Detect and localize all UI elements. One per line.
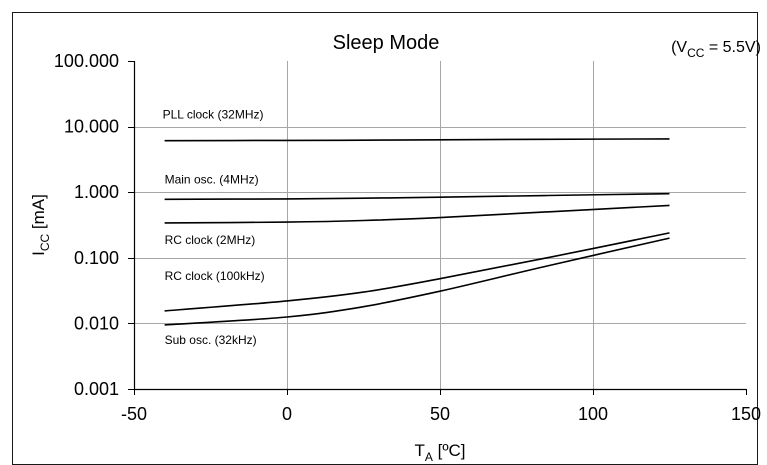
x-axis-label: TA [ºC]: [414, 441, 465, 464]
x-tick-label: 100: [578, 404, 608, 424]
x-tick-label: -50: [121, 404, 147, 424]
series-line: [164, 232, 670, 312]
series-label: Main osc. (4MHz): [165, 172, 259, 186]
y-tick-label: 0.001: [74, 379, 119, 399]
series-line: [164, 192, 670, 201]
series-label: RC clock (100kHz): [165, 269, 265, 283]
y-tick-label: 1.000: [74, 182, 119, 202]
y-tick-labels: 0.001 0.010 0.100 1.000 10.000 100.000: [54, 51, 119, 399]
plot-area: PLL clock (32MHz) Main osc. (4MHz) RC cloc…: [54, 51, 761, 424]
y-tick-label: 0.100: [74, 248, 119, 268]
y-tick-label: 0.010: [74, 313, 119, 333]
x-tick-labels: -50 0 50 100 150: [121, 404, 761, 424]
series-line: [164, 237, 670, 326]
x-tick-label: 150: [731, 404, 761, 424]
series-label: Sub osc. (32kHz): [165, 333, 257, 347]
series-line: [164, 138, 670, 142]
gridlines: [134, 61, 746, 389]
x-tick-label: 50: [430, 404, 450, 424]
condition-label: (VCC = 5.5V): [671, 39, 761, 60]
series-label: PLL clock (32MHz): [163, 108, 264, 122]
chart-title: Sleep Mode: [333, 32, 440, 54]
series-line: [164, 204, 670, 224]
series-lines: [164, 138, 670, 326]
x-tick-label: 0: [282, 404, 292, 424]
y-tick-label: 10.000: [64, 117, 119, 137]
y-tick-label: 100.000: [54, 51, 119, 71]
series-label: RC clock (2MHz): [165, 233, 256, 247]
axes: [128, 61, 747, 395]
y-axis-label: ICC [mA]: [29, 194, 52, 256]
series-labels: PLL clock (32MHz) Main osc. (4MHz) RC cloc…: [163, 108, 265, 347]
